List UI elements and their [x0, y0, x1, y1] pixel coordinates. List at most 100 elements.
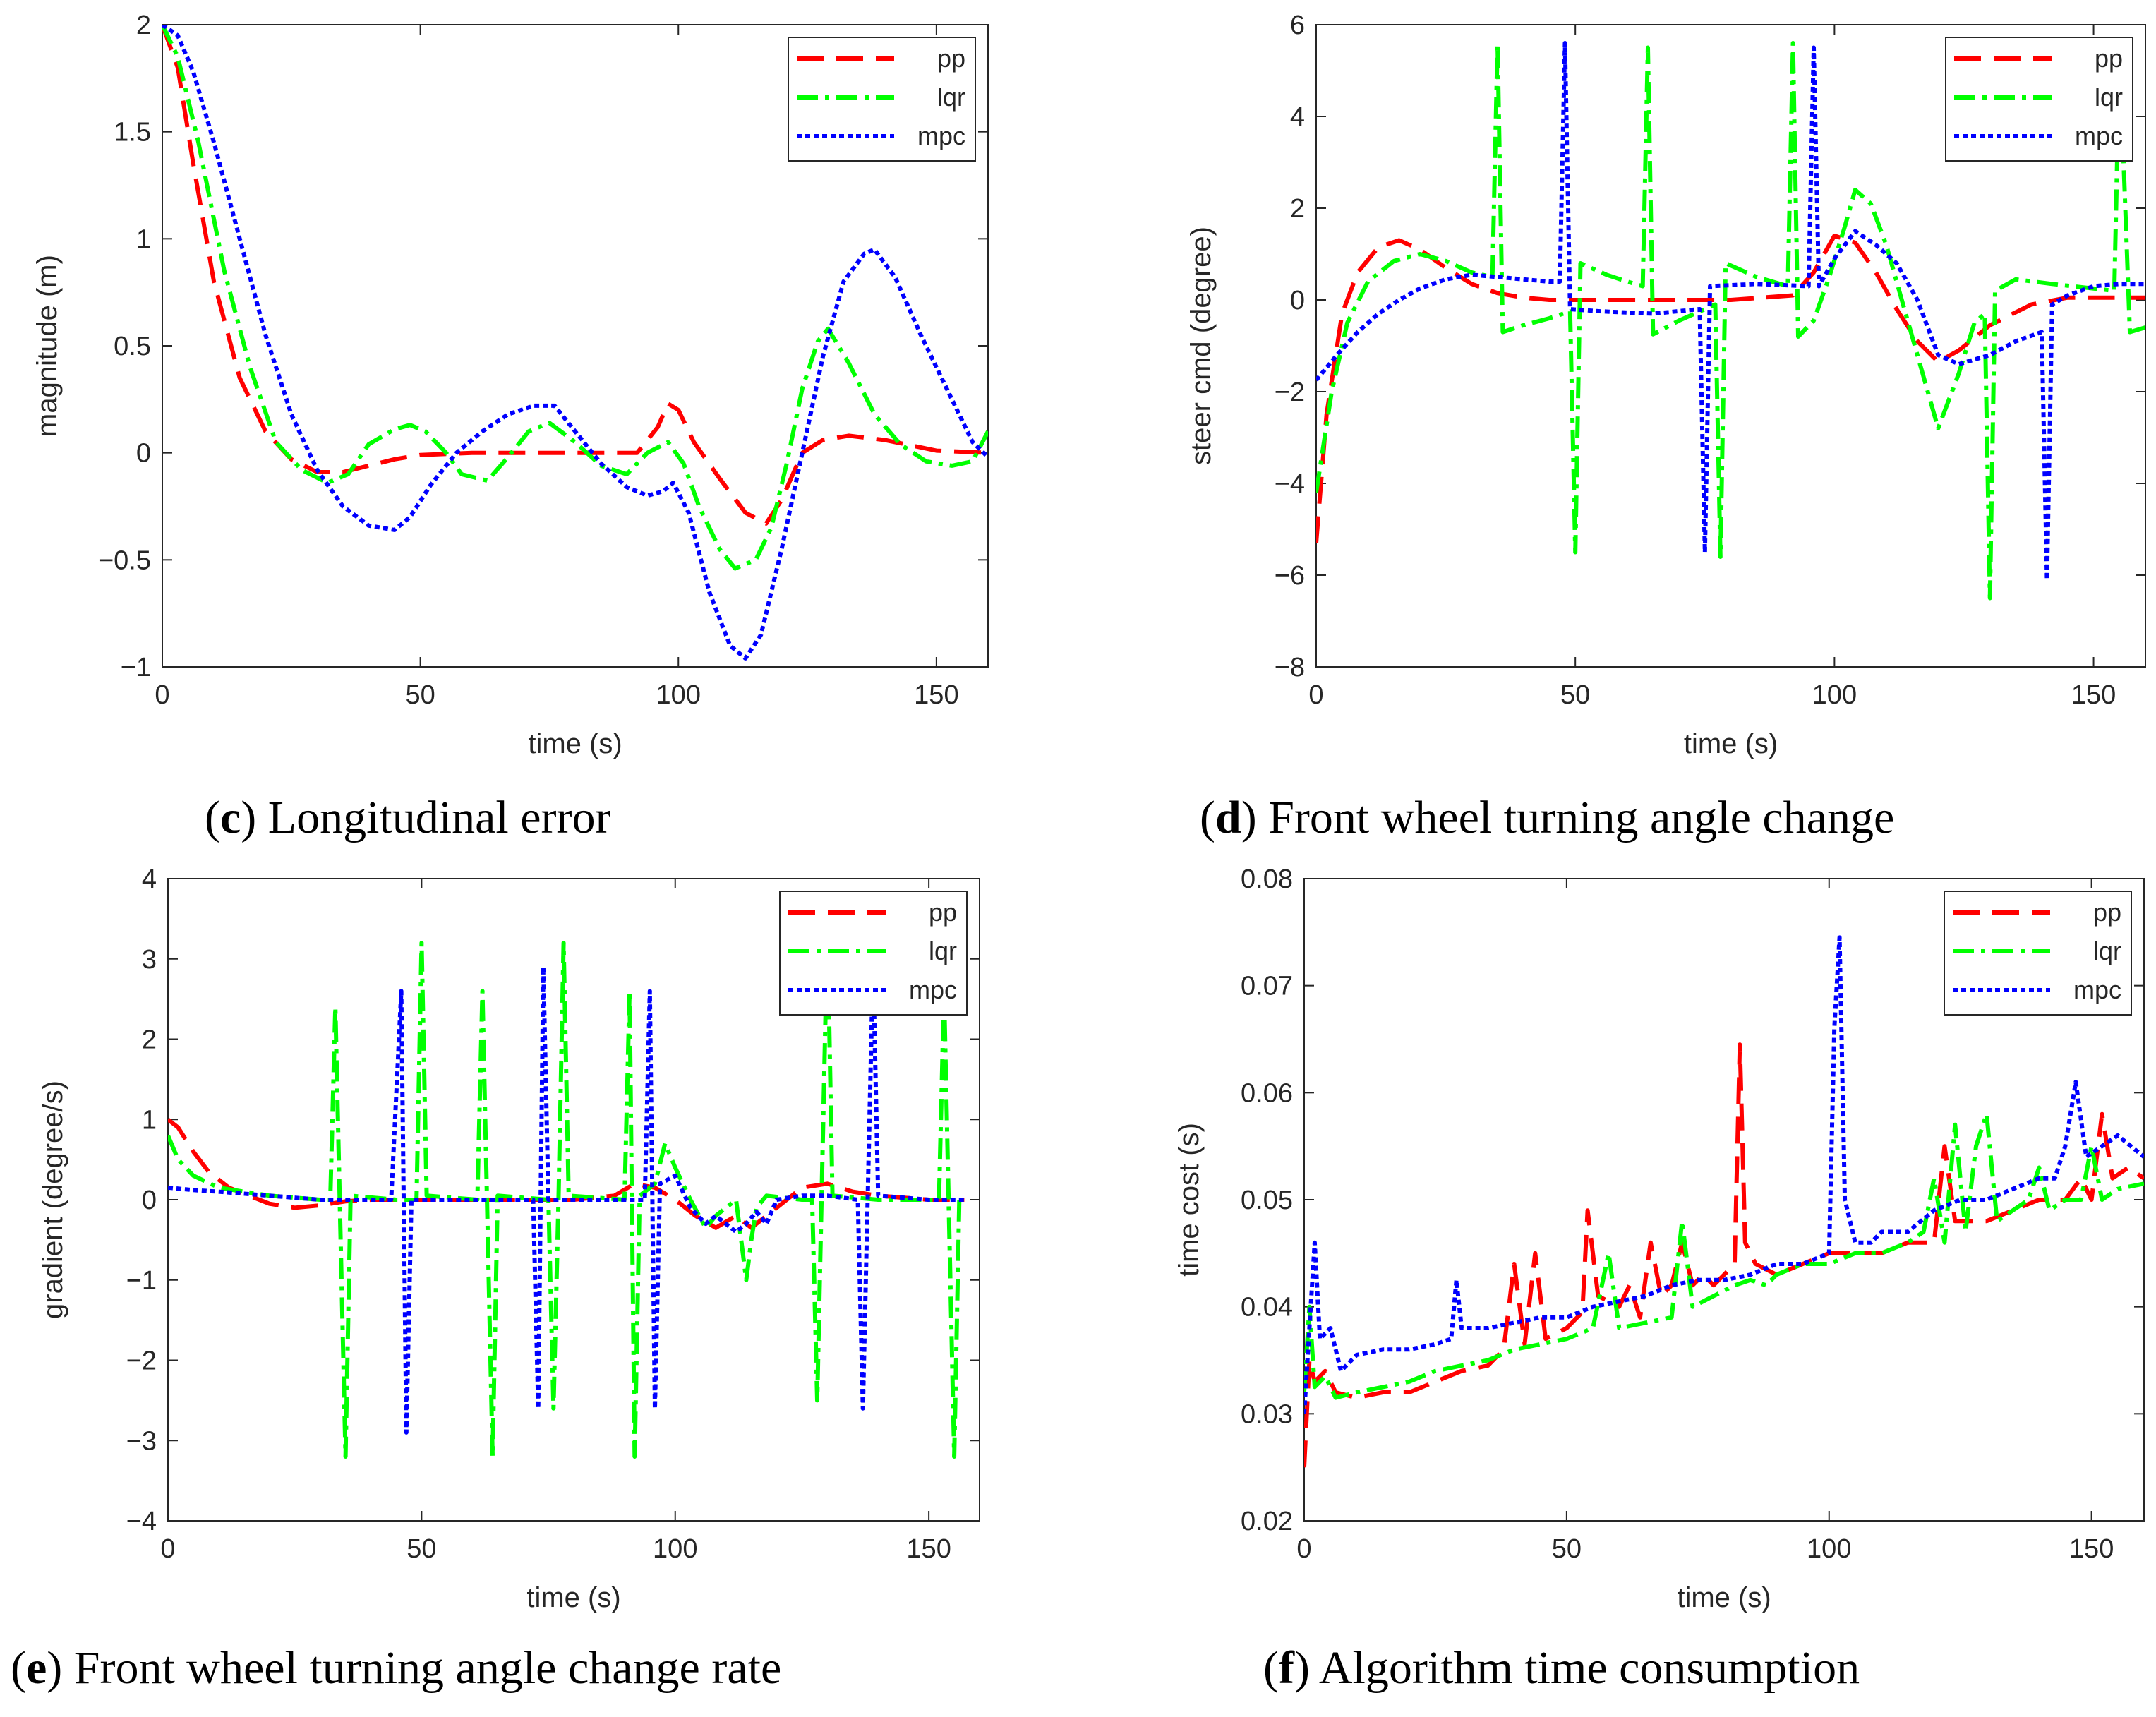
y-tick-label: 3	[142, 945, 157, 975]
y-tick-label: 4	[1290, 102, 1305, 132]
y-tick-label: 0.03	[1241, 1399, 1293, 1429]
legend: pp lqr mpc	[779, 891, 968, 1016]
x-tick-label: 0	[1296, 1534, 1311, 1564]
x-tick-label: 50	[406, 1534, 436, 1564]
legend-label-mpc: mpc	[909, 975, 957, 1004]
series-line-pp	[1304, 1042, 2144, 1468]
x-tick-label: 100	[656, 680, 701, 710]
x-tick-label: 150	[2069, 1534, 2114, 1564]
caption-close-paren: )	[1241, 792, 1268, 843]
series-group	[1304, 935, 2144, 1468]
y-tick-label: 0	[1290, 286, 1305, 315]
y-tick-label: 0.05	[1241, 1186, 1293, 1215]
caption-close-paren: )	[1294, 1642, 1319, 1694]
series-group	[168, 924, 966, 1459]
series-group	[1316, 41, 2145, 601]
legend-label-mpc: mpc	[2073, 975, 2121, 1004]
y-tick-label: −0.5	[98, 546, 151, 575]
series-group	[162, 25, 988, 661]
series-line-pp	[162, 25, 988, 526]
legend-label-pp: pp	[937, 44, 965, 73]
panel-d: 0 50 100 150 −8 −6 −4 −2 0 2 4 6 time (s) steer cmd (…	[1186, 11, 2146, 843]
y-tick-label: 0.5	[114, 332, 151, 361]
y-tick-label: −2	[126, 1347, 157, 1376]
y-tick-label: 2	[1290, 194, 1305, 224]
x-axis-label: time (s)	[526, 1582, 620, 1613]
y-tick-label: −1	[121, 653, 151, 682]
panel-f: 0 50 100 150 0.02 0.03 0.04 0.05 0.06 0.07 0.08 tim…	[1174, 864, 2145, 1694]
x-tick-label: 0	[160, 1534, 175, 1564]
y-tick-label: −1	[126, 1266, 157, 1296]
y-tick-label: 6	[1290, 11, 1305, 40]
legend-label-mpc: mpc	[917, 121, 965, 150]
panel-caption: (e) Front wheel turning angle change rat…	[11, 1642, 781, 1694]
panel-caption: (f) Algorithm time consumption	[1263, 1642, 1860, 1694]
caption-letter: f	[1279, 1642, 1295, 1694]
x-tick-label: 150	[914, 680, 958, 710]
legend-label-pp: pp	[929, 898, 957, 927]
legend-label-pp: pp	[2095, 44, 2123, 73]
x-tick-label: 50	[1560, 680, 1590, 710]
caption-letter: d	[1215, 792, 1241, 843]
series-line-lqr	[1304, 1111, 2144, 1400]
panel-caption: (d) Front wheel turning angle change	[1200, 792, 1894, 843]
y-tick-label: 0.02	[1241, 1507, 1293, 1536]
y-tick-label: −4	[1275, 469, 1305, 499]
legend: pp lqr mpc	[1944, 891, 2132, 1016]
x-tick-label: 0	[1308, 680, 1323, 710]
y-tick-label: 0	[136, 439, 151, 469]
y-tick-label: −6	[1275, 561, 1305, 591]
caption-open-paren: (	[205, 792, 220, 843]
x-tick-label: 150	[906, 1534, 951, 1564]
legend-label-lqr: lqr	[2095, 83, 2123, 112]
y-axis-label: gradient (degree/s)	[37, 1080, 68, 1319]
caption-close-paren: )	[241, 792, 267, 843]
x-tick-label: 0	[155, 680, 169, 710]
legend: pp lqr mpc	[788, 37, 976, 162]
series-line-mpc	[168, 960, 965, 1435]
y-tick-label: 1	[142, 1105, 157, 1135]
caption-text: Front wheel turning angle change rate	[74, 1642, 781, 1694]
legend-label-lqr: lqr	[929, 936, 957, 965]
legend-label-lqr: lqr	[2093, 936, 2121, 965]
caption-open-paren: (	[1200, 792, 1215, 843]
y-tick-label: −8	[1275, 653, 1305, 682]
panel-caption: (c) Longitudinal error	[205, 792, 610, 843]
series-line-mpc	[1304, 935, 2144, 1414]
panel-c: 0 50 100 150 −1 −0.5 0 0.5 1 1.5 2 time (s) magnitud…	[32, 11, 989, 843]
x-tick-label: 100	[1807, 1534, 1851, 1564]
y-axis-label: steer cmd (degree)	[1186, 227, 1217, 465]
caption-open-paren: (	[1263, 1642, 1279, 1694]
y-tick-label: 0.04	[1241, 1293, 1293, 1323]
y-tick-label: 1	[136, 224, 151, 254]
caption-letter: c	[220, 792, 241, 843]
x-tick-label: 50	[1552, 1534, 1582, 1564]
series-line-lqr	[168, 924, 966, 1459]
y-tick-label: −4	[126, 1507, 157, 1536]
y-tick-label: 2	[136, 11, 151, 40]
y-axis-label: magnitude (m)	[32, 255, 63, 437]
y-tick-label: 0.08	[1241, 864, 1293, 894]
y-tick-label: −3	[126, 1426, 157, 1456]
y-tick-label: 0.07	[1241, 972, 1293, 1001]
caption-letter: e	[26, 1642, 47, 1694]
y-tick-label: −2	[1275, 378, 1305, 407]
caption-close-paren: )	[47, 1642, 73, 1694]
caption-text: Longitudinal error	[268, 792, 611, 843]
legend-label-mpc: mpc	[2075, 121, 2123, 150]
y-tick-label: 0	[142, 1186, 157, 1215]
y-axis-label: time cost (s)	[1174, 1123, 1205, 1277]
legend-label-lqr: lqr	[937, 83, 965, 112]
series-line-pp	[1316, 234, 2145, 543]
x-axis-label: time (s)	[528, 728, 622, 759]
x-tick-label: 100	[653, 1534, 697, 1564]
caption-text: Algorithm time consumption	[1319, 1642, 1860, 1694]
panel-e: 0 50 100 150 −4 −3 −2 −1 0 1 2 3 4 time (s) gradient (…	[11, 864, 980, 1694]
x-axis-label: time (s)	[1684, 728, 1778, 759]
caption-text: Front wheel turning angle change	[1268, 792, 1894, 843]
x-tick-label: 150	[2071, 680, 2116, 710]
series-line-mpc	[1316, 41, 2145, 582]
x-axis-label: time (s)	[1677, 1582, 1771, 1613]
y-tick-label: 2	[142, 1025, 157, 1055]
